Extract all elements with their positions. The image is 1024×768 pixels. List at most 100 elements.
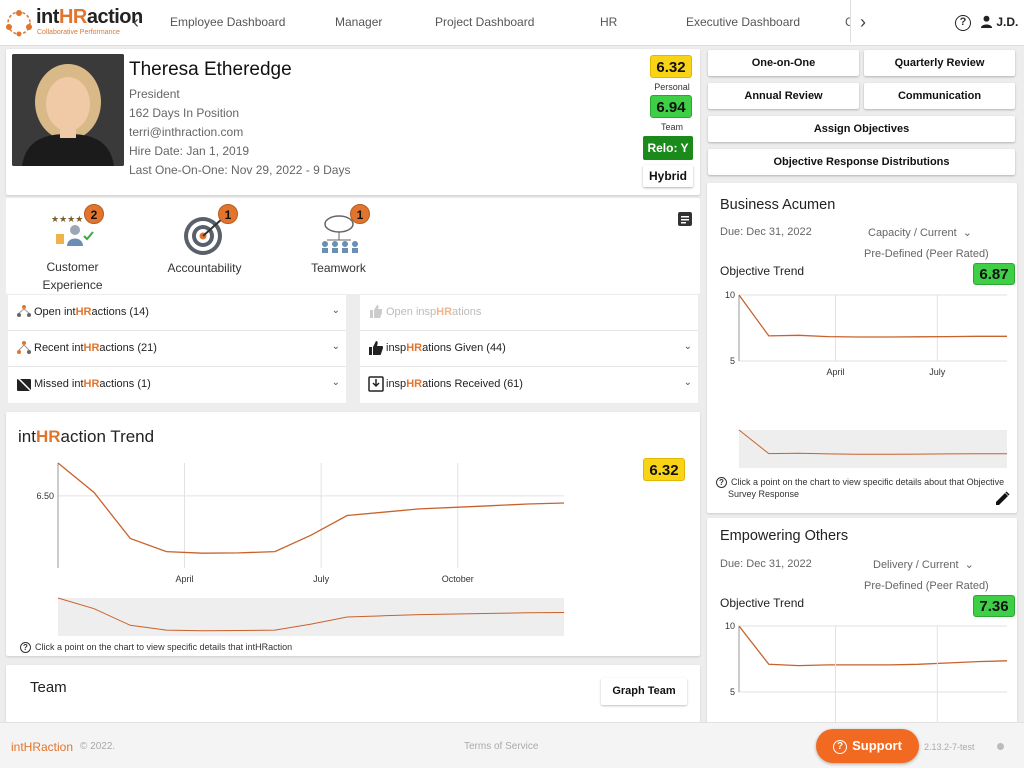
tab-executive-dashboard[interactable]: Executive Dashboard	[686, 15, 801, 29]
data-point[interactable]	[975, 334, 980, 339]
edit-pencil-icon[interactable]	[995, 491, 1010, 506]
business-acumen-chart[interactable]: April July 10 5	[715, 287, 1010, 470]
tab-more[interactable]: C	[845, 15, 850, 29]
data-point[interactable]	[796, 663, 801, 668]
communication-button[interactable]: Communication	[864, 83, 1015, 109]
data-point[interactable]	[562, 501, 567, 506]
data-point[interactable]	[200, 551, 205, 556]
logo-tagline: Collaborative Performance	[37, 29, 120, 36]
help-icon: ?	[833, 740, 848, 754]
nav-divider	[850, 0, 851, 42]
trend-score[interactable]: 6.32	[643, 458, 685, 481]
data-point[interactable]	[945, 660, 950, 665]
data-point[interactable]	[915, 662, 920, 667]
data-point[interactable]	[309, 533, 314, 538]
chevron-down-icon[interactable]: ⌄	[683, 377, 692, 388]
data-point[interactable]	[453, 505, 458, 510]
y-tick-label: 10	[725, 290, 735, 300]
personal-score[interactable]: 6.32	[650, 55, 692, 78]
competency-accountability[interactable]: Accountability	[162, 212, 247, 275]
competency-customer-experience[interactable]: ★★★★ Customer Experience	[30, 212, 115, 292]
chevron-left-icon[interactable]: ‹	[133, 12, 139, 32]
trend-line[interactable]	[738, 294, 1007, 338]
data-point[interactable]	[381, 510, 386, 515]
data-point[interactable]	[737, 624, 742, 629]
terms-link[interactable]: Terms of Service	[464, 741, 539, 752]
data-point[interactable]	[885, 334, 890, 339]
data-point[interactable]	[766, 333, 771, 338]
help-icon[interactable]: ?	[955, 15, 971, 31]
missed-inthractions-row[interactable]: Missed intHRactions (1) ⌄	[8, 367, 346, 403]
tab-manager[interactable]: Manager	[335, 15, 383, 29]
chevron-right-icon[interactable]: ›	[860, 12, 866, 32]
employee-name: Theresa Etheredge	[129, 59, 292, 80]
data-point[interactable]	[417, 506, 422, 511]
data-point[interactable]	[525, 502, 530, 507]
chevron-down-icon[interactable]: ⌄	[331, 377, 340, 388]
chevron-down-icon[interactable]: ⌄	[331, 305, 340, 316]
chevron-down-icon[interactable]: ⌄	[683, 341, 692, 352]
graph-team-button[interactable]: Graph Team	[601, 678, 687, 705]
competency-teamwork[interactable]: Teamwork	[296, 212, 381, 275]
one-on-one-button[interactable]: One-on-One	[708, 50, 859, 76]
team-score[interactable]: 6.94	[650, 95, 692, 118]
trend-line[interactable]	[738, 625, 1008, 667]
objective-view-select[interactable]: Capacity / Current ⌄	[868, 227, 972, 239]
data-point[interactable]	[975, 659, 980, 664]
range-navigator[interactable]	[739, 430, 1007, 468]
objective-score[interactable]: 7.36	[973, 595, 1015, 617]
data-point[interactable]	[885, 662, 890, 667]
open-inthractions-row[interactable]: Open intHRactions (14) ⌄	[8, 295, 346, 331]
data-point[interactable]	[856, 334, 861, 339]
footer-brand[interactable]: intHRaction	[11, 740, 74, 754]
team-title: Team	[30, 679, 67, 696]
data-point[interactable]	[945, 334, 950, 339]
data-point[interactable]	[915, 334, 920, 339]
thumbs-icon	[370, 305, 382, 318]
insphrations-given-row[interactable]: inspHRations Given (44) ⌄	[360, 331, 698, 367]
employee-email[interactable]: terri@inthraction.com	[129, 125, 244, 139]
trend-chart[interactable]: April July October 6.50	[20, 455, 580, 640]
range-navigator[interactable]	[58, 598, 564, 636]
chevron-down-icon[interactable]: ⌄	[331, 341, 340, 352]
objective-distributions-button[interactable]: Objective Response Distributions	[708, 149, 1015, 175]
data-point[interactable]	[164, 549, 169, 554]
user-menu[interactable]: J.D.	[980, 15, 1018, 29]
quarterly-review-button[interactable]: Quarterly Review	[864, 50, 1015, 76]
recent-inthractions-row[interactable]: Recent intHRactions (21) ⌄	[8, 331, 346, 367]
data-point[interactable]	[1005, 658, 1010, 663]
support-button[interactable]: ? Support	[816, 729, 919, 763]
open-insphrations-row: Open inspHRations	[360, 295, 698, 331]
data-point[interactable]	[56, 461, 61, 466]
data-point[interactable]	[766, 662, 771, 667]
y-tick-label: 10	[725, 621, 735, 631]
tab-hr[interactable]: HR	[600, 15, 618, 29]
data-point[interactable]	[737, 293, 742, 298]
data-point[interactable]	[489, 503, 494, 508]
data-point[interactable]	[92, 490, 97, 495]
data-point[interactable]	[272, 549, 277, 554]
tab-employee-dashboard[interactable]: Employee Dashboard	[170, 15, 286, 29]
brand-logo[interactable]: intHRaction Collaborative Performance	[4, 4, 143, 42]
objective-view-select[interactable]: Delivery / Current ⌄	[873, 559, 974, 571]
trend-help-note: ? Click a point on the chart to view spec…	[20, 642, 292, 653]
data-point[interactable]	[236, 550, 241, 555]
data-point[interactable]	[826, 334, 831, 339]
data-point[interactable]	[826, 662, 831, 667]
data-point[interactable]	[345, 513, 350, 518]
assign-objectives-button[interactable]: Assign Objectives	[708, 116, 1015, 142]
empowering-others-chart[interactable]: 10 5	[715, 618, 1010, 722]
annual-review-button[interactable]: Annual Review	[708, 83, 859, 109]
data-point[interactable]	[856, 662, 861, 667]
insphrations-received-row[interactable]: inspHRations Received (61) ⌄	[360, 367, 698, 403]
data-point[interactable]	[796, 333, 801, 338]
data-point[interactable]	[1005, 334, 1010, 339]
trend-line[interactable]	[57, 462, 565, 554]
people-network-icon	[17, 341, 31, 354]
tab-project-dashboard[interactable]: Project Dashboard	[435, 15, 535, 29]
data-point[interactable]	[128, 536, 133, 541]
objective-score[interactable]: 6.87	[973, 263, 1015, 285]
notes-icon[interactable]	[678, 212, 692, 226]
employee-title: President	[129, 87, 180, 101]
y-tick-label: 5	[730, 356, 735, 366]
